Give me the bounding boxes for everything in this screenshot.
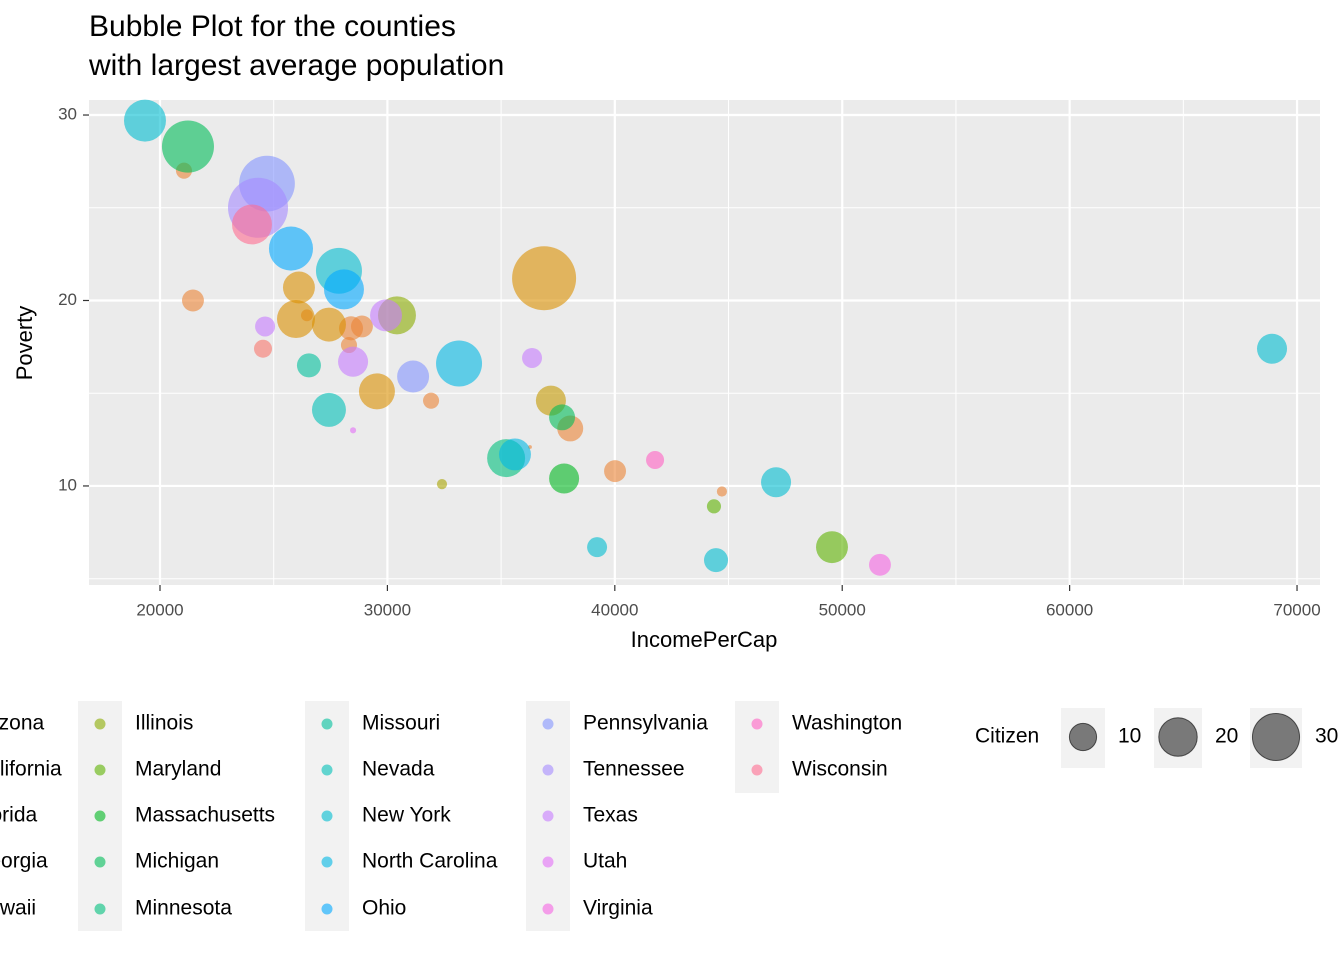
legend-label: Arizona bbox=[0, 712, 45, 735]
x-tick-label: 50000 bbox=[819, 600, 866, 619]
legend-swatch bbox=[542, 810, 554, 822]
x-tick-label: 60000 bbox=[1046, 600, 1093, 619]
size-legend-swatch bbox=[1158, 717, 1198, 757]
legend-label: Washington bbox=[792, 712, 902, 735]
legend-label: Virginia bbox=[583, 897, 653, 920]
legend-label: New York bbox=[362, 804, 451, 827]
legend-label: North Carolina bbox=[362, 850, 498, 873]
bubble bbox=[646, 450, 665, 470]
y-tick-label: 10 bbox=[58, 475, 77, 494]
bubble bbox=[604, 460, 627, 483]
legend-label: California bbox=[0, 758, 62, 781]
legend-key-bg bbox=[735, 701, 779, 793]
bubble bbox=[549, 404, 576, 431]
size-legend-label: 20 bbox=[1215, 725, 1238, 748]
legend-swatch bbox=[94, 718, 106, 730]
legend-swatch bbox=[321, 718, 333, 730]
bubble bbox=[436, 479, 448, 490]
legend-label: Wisconsin bbox=[792, 758, 888, 781]
chart-title: Bubble Plot for the counties with largest… bbox=[88, 10, 504, 82]
x-tick-label: 40000 bbox=[591, 600, 638, 619]
bubble bbox=[350, 427, 357, 434]
bubble bbox=[231, 204, 272, 245]
bubble bbox=[296, 353, 321, 378]
legend-label: Hawaii bbox=[0, 897, 36, 920]
x-tick-label: 20000 bbox=[136, 600, 183, 619]
legend-swatch bbox=[542, 903, 554, 915]
legend-swatch bbox=[321, 856, 333, 868]
legend-swatch bbox=[321, 764, 333, 776]
legend-label: Florida bbox=[0, 804, 38, 827]
bubble bbox=[311, 307, 346, 342]
legend-swatch bbox=[751, 764, 763, 776]
legend-swatch bbox=[321, 810, 333, 822]
legend-label: Pennsylvania bbox=[583, 712, 708, 735]
legend-swatch bbox=[94, 810, 106, 822]
bubble bbox=[161, 120, 214, 173]
size-legend-label: 10 bbox=[1118, 725, 1141, 748]
bubble bbox=[253, 339, 273, 358]
bubble bbox=[323, 269, 364, 310]
bubble bbox=[1256, 333, 1288, 364]
x-tick-label: 30000 bbox=[364, 600, 411, 619]
bubble bbox=[311, 392, 346, 427]
legend-swatch bbox=[542, 718, 554, 730]
size-legend-label: 30 bbox=[1315, 725, 1338, 748]
x-axis-title: IncomePerCap bbox=[631, 627, 778, 652]
y-tick-label: 20 bbox=[58, 290, 77, 309]
bubble bbox=[255, 316, 276, 337]
bubble bbox=[703, 548, 729, 573]
legend-label: Tennessee bbox=[583, 758, 685, 781]
bubble bbox=[716, 486, 728, 497]
legend-swatch bbox=[542, 856, 554, 868]
y-axis-title: Poverty bbox=[12, 306, 37, 381]
legend-label: Minnesota bbox=[135, 897, 232, 920]
bubble bbox=[761, 467, 792, 498]
legend-swatch bbox=[321, 903, 333, 915]
bubble bbox=[124, 99, 166, 142]
legend-label: Nevada bbox=[362, 758, 435, 781]
legend-swatch bbox=[751, 718, 763, 730]
legend-label: Ohio bbox=[362, 897, 406, 920]
legend-label: Maryland bbox=[135, 758, 221, 781]
bubble bbox=[549, 463, 580, 494]
bubble bbox=[338, 346, 369, 377]
bubble bbox=[350, 315, 373, 338]
legend-label: Utah bbox=[583, 850, 627, 873]
bubble bbox=[816, 531, 848, 564]
bubble bbox=[869, 553, 891, 576]
legend-label: Texas bbox=[583, 804, 638, 827]
x-tick-label: 70000 bbox=[1273, 600, 1320, 619]
legend-label: Illinois bbox=[135, 712, 193, 735]
size-legend-swatch bbox=[1068, 722, 1098, 752]
bubble bbox=[370, 299, 403, 332]
legend-swatch bbox=[94, 764, 106, 776]
bubble bbox=[587, 537, 608, 558]
size-legend-title: Citizen bbox=[975, 725, 1039, 748]
bubble bbox=[512, 246, 577, 311]
bubble bbox=[397, 360, 430, 393]
legend-swatch bbox=[542, 764, 554, 776]
bubble bbox=[522, 347, 543, 368]
bubble bbox=[268, 226, 313, 271]
bubble bbox=[499, 438, 531, 471]
legend-label: Missouri bbox=[362, 712, 440, 735]
legend-label: Michigan bbox=[135, 850, 219, 873]
bubble bbox=[282, 271, 315, 304]
legend-swatch bbox=[94, 903, 106, 915]
legend-label: Georgia bbox=[0, 850, 48, 873]
legend-swatch bbox=[94, 856, 106, 868]
bubble bbox=[276, 300, 315, 339]
bubble bbox=[423, 392, 440, 409]
size-legend-swatch bbox=[1251, 712, 1301, 762]
bubble bbox=[358, 373, 395, 410]
bubble bbox=[182, 289, 204, 312]
y-tick-label: 30 bbox=[58, 105, 77, 124]
bubble bbox=[436, 340, 483, 387]
bubble bbox=[706, 499, 722, 514]
legend-label: Massachusetts bbox=[135, 804, 275, 827]
